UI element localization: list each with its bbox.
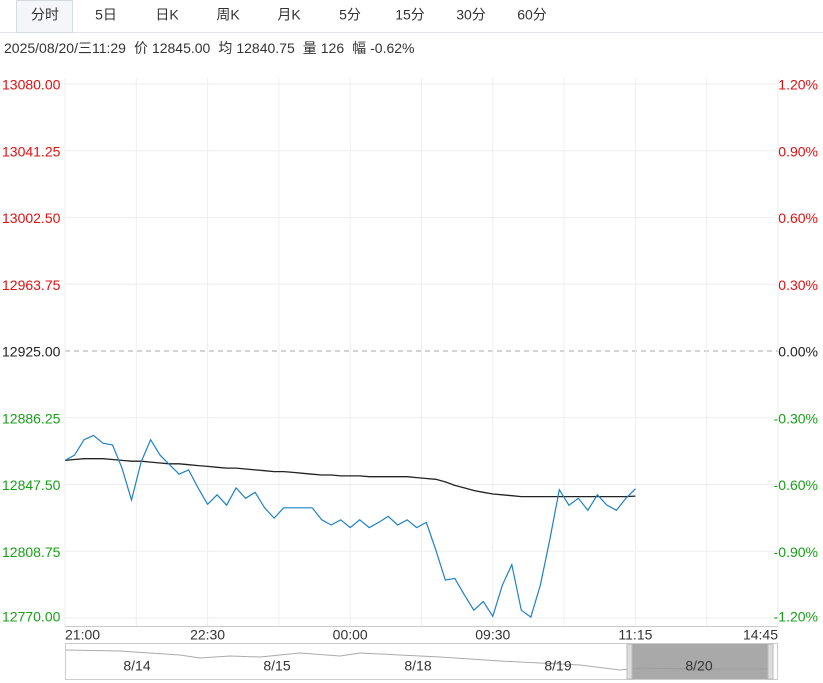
y-tick-label: 12925.00	[2, 344, 61, 360]
info-label: 价	[134, 40, 148, 56]
y2-tick-label: -0.60%	[774, 477, 818, 493]
navigator-line	[65, 649, 770, 671]
info-value: 12840.75	[236, 40, 295, 56]
info-label: 幅	[352, 40, 366, 56]
navigator-label: 8/15	[263, 658, 290, 674]
x-tick-label: 14:45	[743, 627, 778, 643]
y2-tick-label: 1.20%	[778, 77, 818, 93]
y-tick-label: 12847.50	[2, 477, 61, 493]
tab[interactable]: 15分	[395, 7, 425, 23]
tab-selected-box	[16, 0, 73, 33]
navigator-window[interactable]	[629, 644, 770, 679]
info-value: 126	[321, 40, 345, 56]
tab[interactable]: 周K	[216, 7, 240, 23]
y-tick-label: 13002.50	[2, 210, 61, 226]
navigator-label: 8/14	[123, 658, 150, 674]
y-tick-label: 13041.25	[2, 143, 61, 159]
y-tick-label: 12963.75	[2, 277, 61, 293]
tab[interactable]: 日K	[155, 7, 179, 23]
tab[interactable]: 分时	[31, 7, 59, 23]
y2-tick-label: 0.00%	[778, 344, 818, 360]
tab[interactable]: 5日	[95, 7, 117, 23]
y-tick-label: 13080.00	[2, 77, 61, 93]
x-tick-label: 22:30	[190, 627, 225, 643]
x-tick-label: 00:00	[333, 627, 368, 643]
x-tick-label: 21:00	[65, 627, 100, 643]
info-value: -0.62%	[370, 40, 414, 56]
y2-tick-label: -0.90%	[774, 544, 818, 560]
price-line	[64, 434, 636, 619]
y-tick-label: 12808.75	[2, 544, 61, 560]
y-tick-label: 12770.00	[2, 609, 61, 625]
navigator-label: 8/19	[544, 658, 571, 674]
tab[interactable]: 5分	[339, 7, 361, 23]
x-tick-label: 09:30	[475, 627, 510, 643]
y2-tick-label: 0.90%	[778, 143, 818, 159]
tab-bar	[0, 0, 823, 32]
tab[interactable]: 月K	[277, 7, 301, 23]
navigator-handle[interactable]	[767, 643, 774, 680]
y2-tick-label: -1.20%	[774, 609, 818, 625]
x-tick-label: 11:15	[618, 627, 652, 643]
info-datetime: 2025/08/20/三11:29	[4, 40, 126, 56]
tab[interactable]: 60分	[517, 7, 547, 23]
average-line	[64, 458, 636, 498]
info-value: 12845.00	[152, 40, 211, 56]
info-line: 2025/08/20/三11:29 价 12845.00 均 12840.75 量 126 幅…	[4, 40, 414, 56]
y2-tick-label: 0.60%	[778, 210, 818, 226]
y2-tick-label: -0.30%	[774, 410, 818, 426]
navigator-handle[interactable]	[626, 643, 633, 680]
y2-tick-label: 0.30%	[778, 277, 818, 293]
info-label: 均	[218, 40, 232, 56]
info-label: 量	[303, 40, 317, 56]
tab[interactable]: 30分	[456, 7, 486, 23]
navigator-label: 8/20	[685, 658, 712, 674]
navigator-label: 8/18	[404, 658, 431, 674]
y-tick-label: 12886.25	[2, 410, 61, 426]
